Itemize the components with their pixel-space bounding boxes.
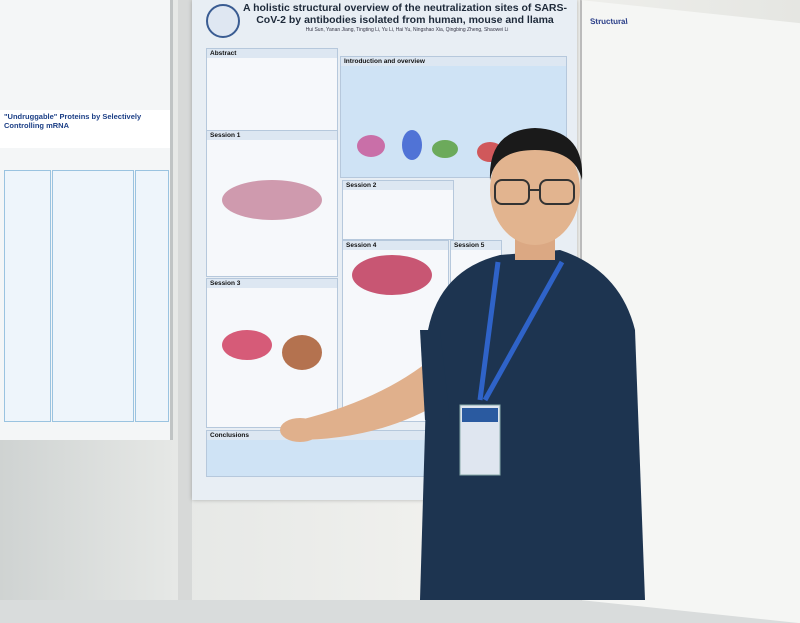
section-session-2: Session 2 xyxy=(342,180,454,240)
right-poster-title: Structural xyxy=(589,17,629,27)
main-poster: A holistic structural overview of the ne… xyxy=(192,0,577,500)
left-poster-title-band xyxy=(0,110,170,148)
right-poster: Structural xyxy=(580,0,800,623)
left-poster: "Undruggable" Proteins by Selectively Co… xyxy=(0,0,173,440)
section-session-5: Session 5 xyxy=(450,240,502,292)
protein-figure xyxy=(352,255,432,295)
protein-figure xyxy=(477,142,503,162)
university-logo xyxy=(206,4,240,38)
protein-figure xyxy=(222,330,272,360)
left-poster-panel xyxy=(135,170,169,422)
protein-figure xyxy=(282,335,322,370)
protein-figure xyxy=(357,135,385,157)
left-poster-panel xyxy=(4,170,51,422)
section-introduction: Introduction and overview xyxy=(340,56,567,178)
poster-board-frame xyxy=(178,0,192,600)
section-abstract: Abstract xyxy=(206,48,338,132)
section-conclusions: Conclusions xyxy=(206,430,508,477)
protein-figure xyxy=(432,140,458,158)
left-poster-title: "Undruggable" Proteins by Selectively Co… xyxy=(4,112,142,130)
poster-authors: Hui Sun, Yanan Jiang, Tingting Li, Yu Li… xyxy=(305,27,509,33)
poster-title: A holistic structural overview of the ne… xyxy=(242,2,567,26)
protein-figure xyxy=(402,130,422,160)
protein-figure xyxy=(222,180,322,220)
sponsor-logos xyxy=(312,478,562,492)
left-poster-panel xyxy=(52,170,134,422)
